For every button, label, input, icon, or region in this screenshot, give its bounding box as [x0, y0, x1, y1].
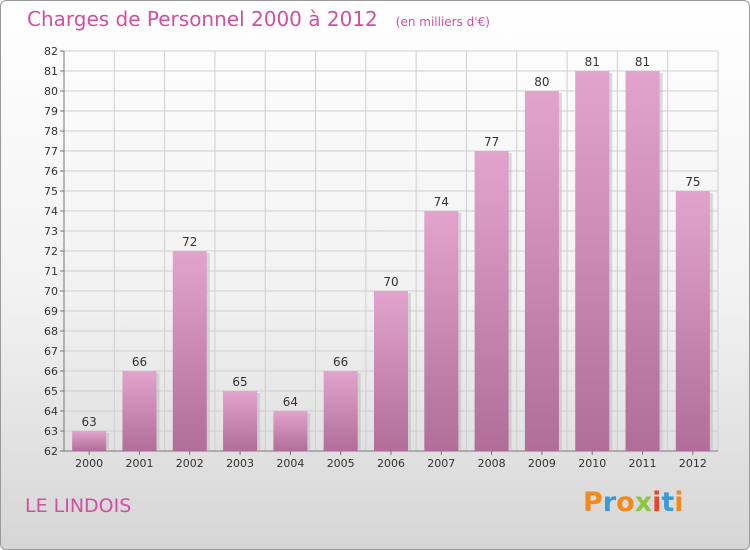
y-tick-label: 81: [44, 65, 58, 78]
y-tick-label: 65: [44, 385, 58, 398]
y-tick-label: 72: [44, 245, 58, 258]
y-tick-label: 75: [44, 185, 58, 198]
bar: [273, 411, 308, 451]
y-tick-label: 82: [44, 45, 58, 58]
logo-letter: r: [602, 487, 617, 518]
bars: [72, 71, 713, 451]
bar: [172, 251, 207, 451]
x-tick-label: 2009: [528, 457, 556, 470]
axes: 62 63 64 65 66 67 68 69 70 71 72 73 74 75 76 77 78 79 80 81…: [44, 45, 718, 470]
bar: [474, 151, 509, 451]
bar: [575, 71, 610, 451]
y-tick-label: 71: [44, 265, 58, 278]
logo-letter: t: [661, 487, 675, 518]
y-tick-label: 76: [44, 165, 58, 178]
data-labels: 63 66 72 65 64 66 70 74 77 80 81 81 75: [82, 55, 701, 429]
bar: [625, 71, 660, 451]
bar-value-label: 66: [132, 355, 147, 369]
x-tick-label: 2012: [679, 457, 707, 470]
y-tick-label: 64: [44, 405, 58, 418]
bar-value-label: 70: [383, 275, 398, 289]
x-tick-label: 2008: [478, 457, 506, 470]
x-tick-label: 2004: [276, 457, 304, 470]
bar-value-label: 66: [333, 355, 348, 369]
y-tick-label: 69: [44, 305, 58, 318]
x-tick-label: 2005: [327, 457, 355, 470]
y-tick-label: 68: [44, 325, 58, 338]
y-tick-label: 70: [44, 285, 58, 298]
bar: [122, 371, 157, 451]
bar-value-label: 63: [82, 415, 97, 429]
logo-letter: i: [652, 487, 662, 518]
y-tick-label: 79: [44, 105, 58, 118]
logo-letter: o: [616, 487, 635, 518]
unit-label: (en milliers d'€): [395, 15, 490, 29]
commune-name: LE LINDOIS: [25, 495, 132, 517]
bar-value-label: 80: [534, 75, 549, 89]
x-tick-label: 2006: [377, 457, 405, 470]
title-text: Charges de Personnel 2000 à 2012: [27, 7, 378, 31]
bar-value-label: 64: [283, 395, 298, 409]
y-tick-label: 73: [44, 225, 58, 238]
bar: [524, 91, 559, 451]
bar-value-label: 81: [635, 55, 650, 69]
y-tick-label: 66: [44, 365, 58, 378]
y-tick-label: 80: [44, 85, 58, 98]
chart-title: Charges de Personnel 2000 à 2012 (en mill…: [27, 7, 490, 31]
bar: [223, 391, 258, 451]
x-tick-label: 2007: [427, 457, 455, 470]
x-tick-label: 2002: [176, 457, 204, 470]
bar-value-label: 75: [685, 175, 700, 189]
bar: [72, 431, 107, 451]
x-tick-label: 2011: [629, 457, 657, 470]
bar-value-label: 72: [182, 235, 197, 249]
logo-letter: x: [634, 487, 653, 518]
bar-value-label: 74: [434, 195, 449, 209]
x-tick-label: 2010: [578, 457, 606, 470]
proxiti-logo[interactable]: Proxiti: [583, 487, 684, 518]
logo-letter: P: [583, 487, 603, 518]
bar: [424, 211, 459, 451]
y-tick-label: 78: [44, 125, 58, 138]
logo-letter: i: [674, 487, 684, 518]
x-tick-label: 2003: [226, 457, 254, 470]
bar: [374, 291, 408, 451]
bar-value-label: 77: [484, 135, 499, 149]
bar-value-label: 65: [232, 375, 247, 389]
y-tick-label: 62: [44, 445, 58, 458]
bar: [675, 191, 710, 451]
y-tick-label: 74: [44, 205, 58, 218]
y-tick-label: 67: [44, 345, 58, 358]
y-tick-label: 77: [44, 145, 58, 158]
bar: [323, 371, 358, 451]
x-tick-label: 2001: [125, 457, 153, 470]
x-tick-label: 2000: [75, 457, 103, 470]
bar-value-label: 81: [585, 55, 600, 69]
y-tick-label: 63: [44, 425, 58, 438]
